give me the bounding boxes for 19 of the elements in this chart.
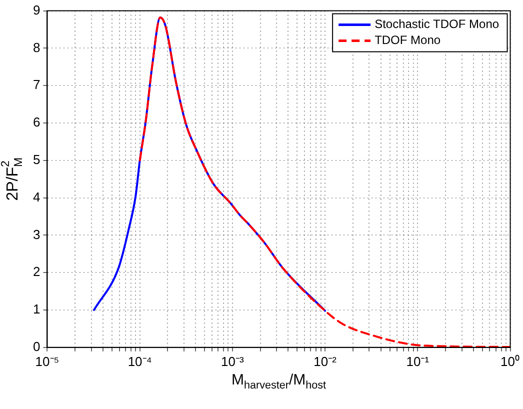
y-tick-label: 3 bbox=[32, 226, 40, 242]
y-tick-label: 4 bbox=[32, 189, 40, 204]
y-axis-title: 2P/FM2 bbox=[0, 157, 25, 201]
x-tick-label: 10⁰ bbox=[500, 354, 520, 369]
x-tick-label: 10⁻³ bbox=[221, 354, 245, 369]
legend-label: Stochastic TDOF Mono bbox=[374, 17, 500, 32]
x-tick-label: 10⁻¹ bbox=[406, 354, 430, 369]
x-tick-label: 10⁻⁴ bbox=[128, 354, 152, 369]
legend-label: TDOF Mono bbox=[374, 33, 441, 48]
y-tick-label: 1 bbox=[32, 302, 40, 317]
y-tick-label: 7 bbox=[32, 77, 40, 92]
x-tick-label: 10⁻⁵ bbox=[35, 354, 60, 369]
y-tick-label: 9 bbox=[32, 2, 40, 18]
y-tick-label: 5 bbox=[32, 152, 40, 167]
y-tick-label: 6 bbox=[32, 114, 40, 130]
y-tick-label: 8 bbox=[32, 40, 40, 55]
y-tick-label: 2 bbox=[32, 264, 40, 280]
x-tick-label: 10⁻² bbox=[314, 354, 338, 369]
y-tick-label: 0 bbox=[32, 338, 40, 354]
